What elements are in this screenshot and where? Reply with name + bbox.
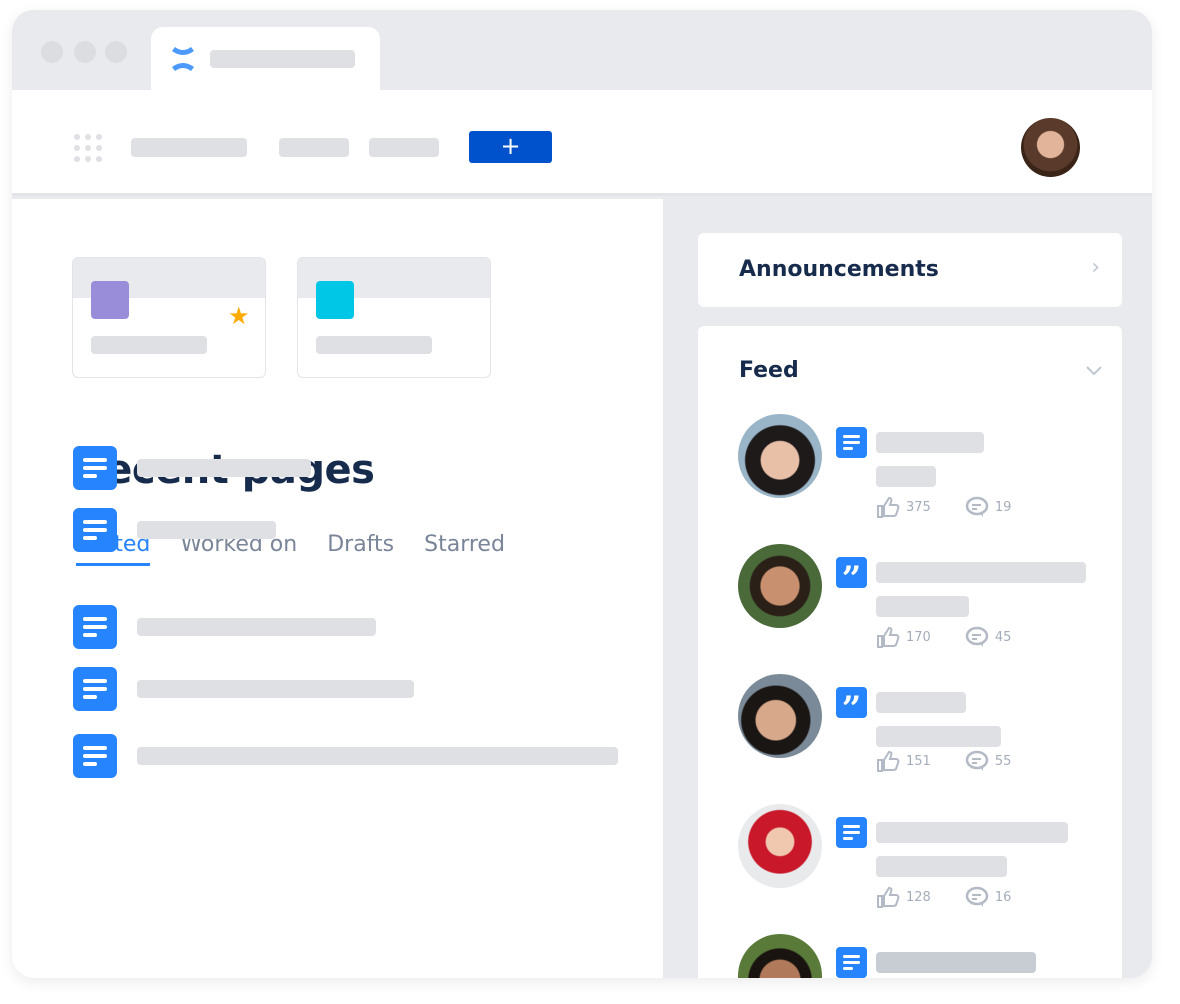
- page-icon: [836, 817, 867, 848]
- comment-icon[interactable]: [965, 496, 989, 518]
- page-title-placeholder[interactable]: [137, 521, 276, 539]
- nav-item-placeholder[interactable]: [131, 138, 247, 157]
- space-name-placeholder: [316, 336, 432, 354]
- nav-item-placeholder[interactable]: [279, 138, 349, 157]
- announcements-title: Announcements: [739, 257, 939, 282]
- app-switcher-icon[interactable]: [73, 133, 103, 163]
- top-nav: +: [12, 90, 1152, 196]
- comment-count: 16: [994, 889, 1012, 905]
- comment-count: 45: [994, 629, 1012, 645]
- like-count: 170: [906, 629, 931, 645]
- page-title-placeholder[interactable]: [137, 747, 618, 765]
- space-name-placeholder: [91, 336, 207, 354]
- window-minimize-dot[interactable]: [74, 41, 96, 63]
- page-icon: [836, 427, 867, 458]
- like-count: 375: [906, 499, 931, 515]
- space-icon: [91, 281, 129, 319]
- space-card[interactable]: ★: [72, 257, 266, 378]
- quote-icon: ”: [836, 557, 867, 599]
- like-count: 151: [906, 753, 931, 769]
- page-title-placeholder[interactable]: [137, 459, 311, 477]
- feed-text-placeholder[interactable]: [876, 562, 1086, 583]
- like-count: 128: [906, 889, 931, 905]
- tab-drafts[interactable]: Drafts: [327, 532, 395, 557]
- main-content: ★ Recent pages Visited Worked on Drafts …: [12, 199, 663, 978]
- feed-text-placeholder[interactable]: [876, 952, 1036, 973]
- comment-count: 55: [994, 753, 1012, 769]
- comment-count: 19: [994, 499, 1012, 515]
- page-icon: [73, 734, 117, 778]
- browser-tab[interactable]: [151, 27, 380, 91]
- page-icon: [73, 508, 117, 552]
- feed-avatar[interactable]: [738, 544, 822, 628]
- window-maximize-dot[interactable]: [105, 41, 127, 63]
- browser-window: + ★ Recent pages Visited Worked on Draft…: [12, 10, 1152, 978]
- like-icon[interactable]: [876, 886, 900, 908]
- chevron-right-icon[interactable]: ›: [1091, 255, 1100, 280]
- window-close-dot[interactable]: [41, 41, 63, 63]
- feed-avatar[interactable]: [738, 414, 822, 498]
- feed-avatar[interactable]: [738, 674, 822, 758]
- comment-icon[interactable]: [965, 750, 989, 772]
- like-icon[interactable]: [876, 626, 900, 648]
- space-card[interactable]: [297, 257, 491, 378]
- page-icon: [73, 667, 117, 711]
- feed-panel: Feed 375 19 ” 170 45 ” 151 55 128 16: [698, 326, 1122, 978]
- feed-stats: 375 19: [876, 496, 1011, 518]
- sidebar: Announcements › Feed 375 19 ” 170 45 ” 151 55 12…: [663, 199, 1152, 978]
- page-icon: [73, 605, 117, 649]
- feed-text-placeholder[interactable]: [876, 822, 1068, 843]
- page-icon: [73, 446, 117, 490]
- tab-title-placeholder: [210, 50, 355, 68]
- confluence-logo-icon: [172, 47, 194, 71]
- nav-item-placeholder[interactable]: [369, 138, 439, 157]
- feed-stats: 151 55: [876, 750, 1011, 772]
- feed-text-placeholder: [876, 726, 1001, 747]
- feed-text-placeholder: [876, 466, 936, 487]
- user-avatar[interactable]: [1021, 118, 1080, 177]
- chevron-down-icon[interactable]: [1086, 366, 1102, 376]
- feed-avatar[interactable]: [738, 934, 822, 978]
- feed-text-placeholder: [876, 856, 1007, 877]
- feed-text-placeholder[interactable]: [876, 432, 984, 453]
- like-icon[interactable]: [876, 750, 900, 772]
- feed-title: Feed: [739, 358, 799, 383]
- announcements-panel[interactable]: Announcements ›: [698, 233, 1122, 307]
- quote-icon: ”: [836, 687, 867, 729]
- page-icon: [836, 947, 867, 978]
- feed-text-placeholder: [876, 596, 969, 617]
- comment-icon[interactable]: [965, 886, 989, 908]
- feed-avatar[interactable]: [738, 804, 822, 888]
- tab-starred[interactable]: Starred: [424, 532, 505, 557]
- create-button[interactable]: +: [469, 131, 552, 163]
- star-icon[interactable]: ★: [228, 302, 250, 330]
- feed-stats: 128 16: [876, 886, 1011, 908]
- feed-text-placeholder[interactable]: [876, 692, 966, 713]
- space-icon: [316, 281, 354, 319]
- comment-icon[interactable]: [965, 626, 989, 648]
- feed-stats: 170 45: [876, 626, 1011, 648]
- page-title-placeholder[interactable]: [137, 618, 376, 636]
- page-title-placeholder[interactable]: [137, 680, 414, 698]
- like-icon[interactable]: [876, 496, 900, 518]
